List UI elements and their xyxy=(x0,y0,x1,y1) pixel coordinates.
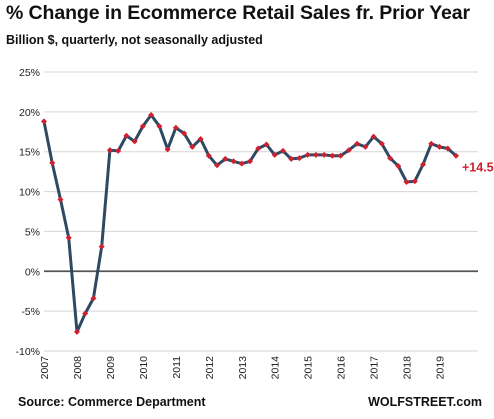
x-tick-label: 2008 xyxy=(72,356,84,380)
data-point xyxy=(98,243,105,250)
data-point xyxy=(444,145,451,152)
data-point xyxy=(65,234,72,241)
data-point xyxy=(288,155,295,162)
data-point xyxy=(279,147,286,154)
x-tick-label: 2007 xyxy=(39,356,51,380)
data-point xyxy=(238,160,245,167)
data-point xyxy=(395,163,402,170)
data-point xyxy=(73,328,80,335)
data-point xyxy=(345,147,352,154)
annotations: +14.5% xyxy=(462,161,494,175)
chart-title: % Change in Ecommerce Retail Sales fr. P… xyxy=(6,2,471,24)
data-point xyxy=(436,143,443,150)
x-tick-label: 2017 xyxy=(369,356,381,380)
gridlines xyxy=(44,71,478,352)
data-line xyxy=(42,113,458,334)
x-tick-label: 2011 xyxy=(171,356,183,379)
data-point xyxy=(164,146,171,153)
y-axis-ticks: -10% -5% 0% 5% 10% 15% 20% 25% xyxy=(15,67,40,358)
data-point xyxy=(205,152,212,159)
data-point xyxy=(57,196,64,203)
x-tick-label: 2013 xyxy=(237,356,249,380)
data-point xyxy=(354,140,361,147)
x-tick-label: 2012 xyxy=(204,356,216,380)
y-tick-label: -10% xyxy=(15,346,40,358)
data-point xyxy=(428,140,435,147)
data-point xyxy=(106,147,113,154)
chart-subtitle: Billion $, quarterly, not seasonally adj… xyxy=(6,33,263,47)
data-point xyxy=(139,123,146,130)
data-point xyxy=(420,161,427,168)
y-tick-label: 15% xyxy=(19,147,40,159)
data-point xyxy=(362,143,369,150)
data-point xyxy=(403,179,410,186)
data-point xyxy=(148,112,155,119)
x-axis-ticks: 2007 2008 2009 2010 2011 2012 2013 2014 2015 2016… xyxy=(39,356,447,380)
x-tick-label: 2018 xyxy=(402,356,414,380)
y-tick-label: 10% xyxy=(19,187,40,199)
data-point xyxy=(321,151,328,158)
data-point xyxy=(312,151,319,158)
y-tick-label: 5% xyxy=(25,226,40,238)
data-point xyxy=(131,138,138,145)
data-point xyxy=(82,310,89,317)
data-point xyxy=(296,155,303,162)
data-point xyxy=(304,151,311,158)
y-tick-label: -5% xyxy=(21,306,40,318)
y-tick-label: 20% xyxy=(19,107,40,119)
brand-name: WOLFSTREET.com xyxy=(368,395,482,409)
data-point xyxy=(370,133,377,140)
data-point xyxy=(255,145,262,152)
data-point xyxy=(214,162,221,169)
data-point xyxy=(247,158,253,165)
data-point xyxy=(263,141,270,148)
data-point xyxy=(181,130,188,137)
data-point xyxy=(197,135,204,142)
series-markers xyxy=(41,112,459,335)
source-note: Source: Commerce Department xyxy=(18,395,206,409)
data-point xyxy=(378,140,385,147)
data-point xyxy=(453,152,459,159)
data-point xyxy=(123,132,130,139)
x-tick-label: 2009 xyxy=(105,356,117,380)
data-point xyxy=(222,155,229,162)
data-point xyxy=(41,118,47,125)
y-tick-label: 25% xyxy=(19,67,40,79)
series-line xyxy=(42,113,458,334)
data-point xyxy=(387,155,394,162)
data-point xyxy=(329,152,336,159)
data-label: +14.5% xyxy=(462,161,494,175)
data-point xyxy=(172,124,179,131)
data-point xyxy=(189,143,196,150)
data-point xyxy=(337,152,344,159)
data-point xyxy=(90,295,97,302)
x-tick-label: 2019 xyxy=(435,356,447,380)
y-tick-label: 0% xyxy=(25,266,40,278)
data-point xyxy=(156,123,163,130)
x-tick-label: 2015 xyxy=(303,356,315,380)
data-point xyxy=(271,151,278,158)
data-point xyxy=(411,178,418,185)
x-tick-label: 2014 xyxy=(270,356,282,380)
data-point xyxy=(230,158,237,165)
data-point xyxy=(115,147,122,154)
x-tick-label: 2010 xyxy=(138,356,150,380)
x-tick-label: 2016 xyxy=(336,356,348,380)
data-point xyxy=(49,159,56,166)
